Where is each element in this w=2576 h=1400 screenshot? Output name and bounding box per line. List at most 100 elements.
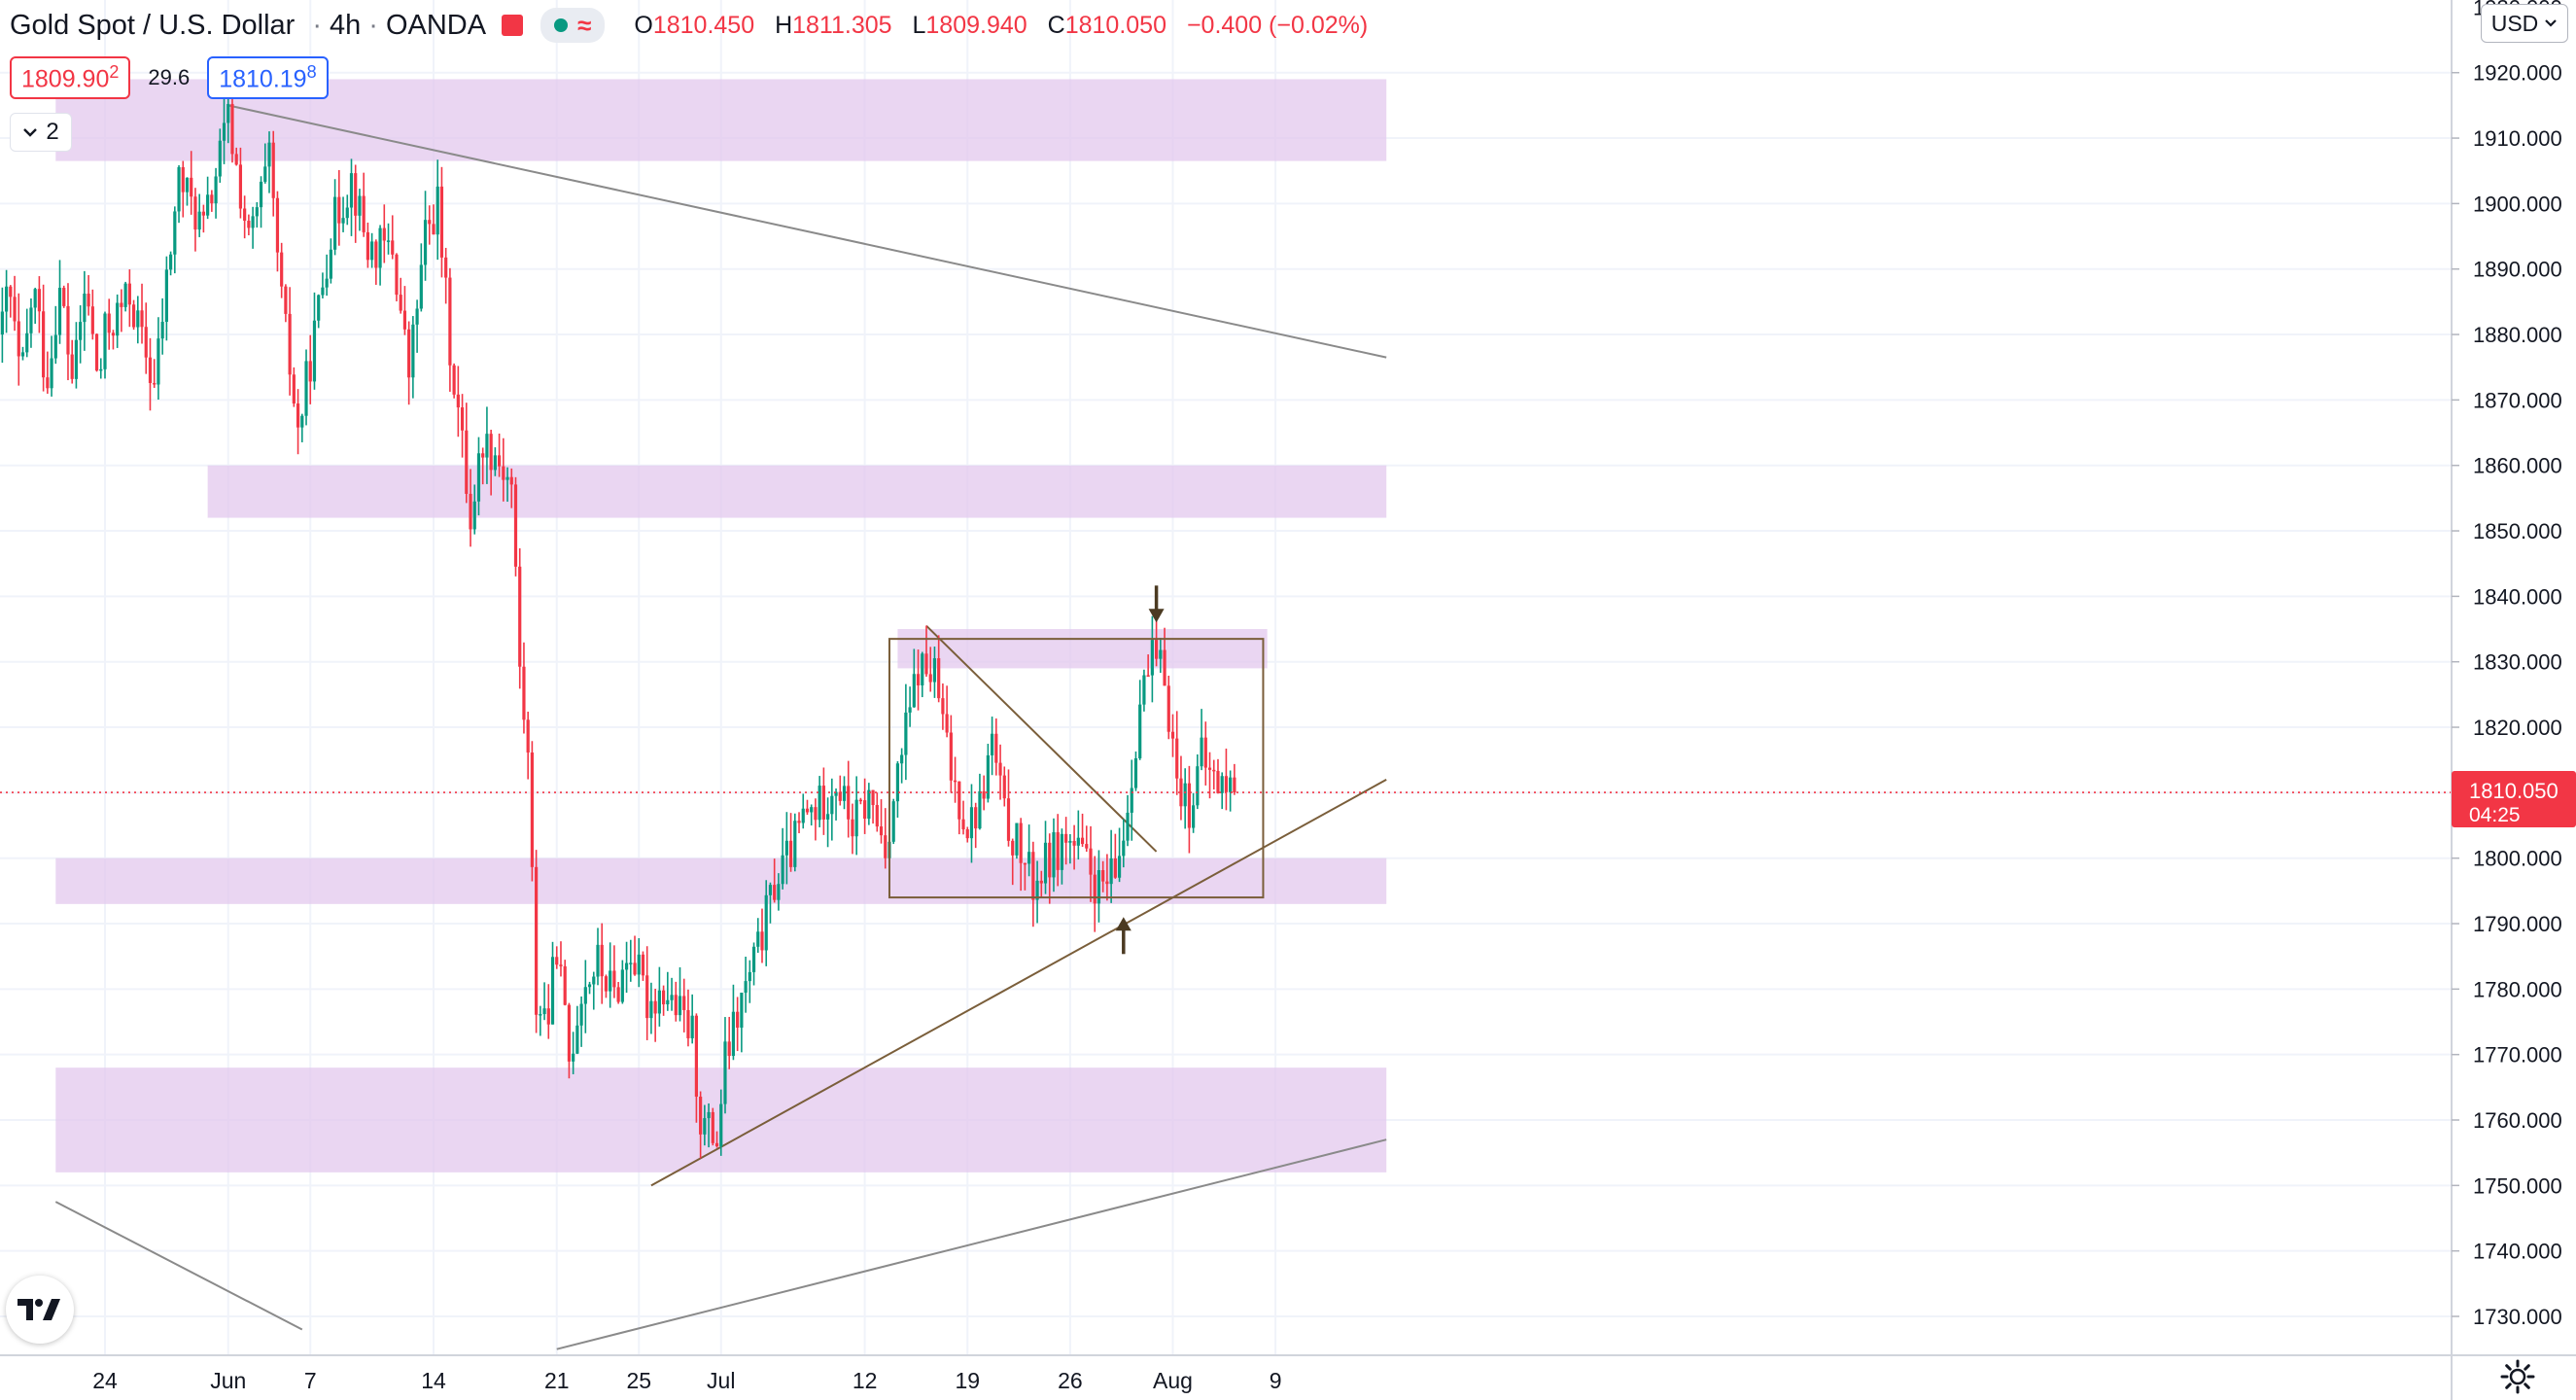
price-zone <box>207 465 1387 518</box>
interval-label[interactable]: 4h <box>330 9 362 41</box>
candle-body <box>251 216 255 228</box>
candle-body <box>1101 870 1105 882</box>
candle-body <box>70 354 74 379</box>
candle-body <box>805 808 810 813</box>
candle-body <box>1064 833 1068 843</box>
candle-body <box>781 855 784 885</box>
arrow-down-icon <box>1148 585 1165 623</box>
candle-body <box>842 786 847 801</box>
x-tick-label: 7 <box>304 1368 317 1393</box>
candle-body <box>760 931 764 951</box>
indicators-toggle-button[interactable]: 2 <box>10 113 72 152</box>
candle-body <box>1212 769 1216 772</box>
candle-body <box>1216 770 1220 793</box>
arrow-up-icon <box>1115 917 1131 955</box>
candle-body <box>949 732 953 781</box>
candle-body <box>932 658 937 682</box>
candle-body <box>378 228 382 268</box>
y-tick-label: 1750.000 <box>2473 1173 2562 1198</box>
x-tick-label: 9 <box>1270 1368 1282 1393</box>
candle-body <box>210 194 214 204</box>
candle-body <box>1183 783 1187 807</box>
candle-body <box>1187 783 1191 828</box>
trendline <box>925 624 1158 853</box>
candle-body <box>238 164 243 209</box>
candle-body <box>1105 881 1109 885</box>
buy-button[interactable]: 1810.198 <box>207 56 329 100</box>
candle-body <box>674 995 678 1016</box>
settings-gear-icon[interactable] <box>2498 1357 2537 1396</box>
candle-body <box>329 249 332 279</box>
y-tick-label: 1880.000 <box>2473 323 2562 347</box>
candle-body <box>653 1000 657 1014</box>
candle-body <box>358 195 362 216</box>
low-value: 1809.940 <box>925 11 1027 39</box>
candle-body <box>1122 840 1126 857</box>
candle-body <box>259 181 263 208</box>
candle-body <box>838 791 842 801</box>
candle-body <box>714 1142 719 1147</box>
tradingview-logo-icon <box>17 1299 60 1320</box>
candle-body <box>793 821 797 867</box>
price-zone <box>55 858 1387 904</box>
candle-body <box>66 305 70 355</box>
candle-body <box>1076 837 1080 846</box>
spread-value: 29.6 <box>148 65 191 90</box>
candle-body <box>961 819 965 830</box>
candle-body <box>821 786 825 820</box>
y-tick-label: 1910.000 <box>2473 126 2562 151</box>
candle-body <box>969 807 974 839</box>
candle-body <box>662 990 666 1005</box>
candle-body <box>5 286 9 312</box>
broker-label: OANDA <box>385 9 487 41</box>
candle-body <box>460 407 465 431</box>
candle-body <box>160 322 164 339</box>
x-tick-label: 14 <box>421 1368 446 1393</box>
sell-button[interactable]: 1809.902 <box>10 56 131 100</box>
candle-body <box>1056 832 1060 870</box>
candle-body <box>535 866 539 1015</box>
currency-select[interactable]: USD <box>2481 4 2568 43</box>
candle-body <box>572 1053 575 1062</box>
candle-body <box>1203 737 1207 768</box>
candle-body <box>99 368 103 371</box>
candle-body <box>341 218 345 224</box>
candle-body <box>140 310 144 328</box>
candle-body <box>222 122 226 141</box>
candle-body <box>616 987 620 1002</box>
status-pill[interactable]: ≈ <box>540 8 606 43</box>
y-tick-label: 1860.000 <box>2473 454 2562 478</box>
candle-body <box>1192 805 1196 828</box>
candle-body <box>1085 844 1089 849</box>
x-tick-label: Jul <box>707 1368 735 1393</box>
range-box <box>888 638 1265 899</box>
candle-body <box>649 1000 653 1019</box>
candle-body <box>218 140 222 177</box>
last-price-badge <box>2452 771 2576 828</box>
candle-body <box>107 313 111 333</box>
candle-body <box>801 808 805 823</box>
candle-body <box>740 993 744 1029</box>
y-tick-label: 1780.000 <box>2473 977 2562 1001</box>
candle-body <box>362 195 366 232</box>
candle-body <box>0 311 4 335</box>
candle-body <box>1196 766 1200 806</box>
candle-body <box>444 257 448 278</box>
candle-body <box>190 177 193 197</box>
candle-body <box>751 946 756 972</box>
candle-body <box>428 220 432 225</box>
candle-body <box>395 254 399 296</box>
symbol-title[interactable]: Gold Spot / U.S. Dollar <box>10 9 296 41</box>
candle-body <box>197 211 201 230</box>
range-rectangle <box>888 638 1265 899</box>
tradingview-logo[interactable] <box>6 1276 74 1344</box>
candle-body <box>374 241 378 268</box>
candle-body <box>87 294 90 307</box>
candle-body <box>131 304 136 328</box>
candle-body <box>415 308 419 325</box>
candle-body <box>884 835 888 858</box>
y-tick-label: 1770.000 <box>2473 1043 2562 1068</box>
candle-body <box>1113 858 1117 878</box>
candle-body <box>1068 840 1072 843</box>
